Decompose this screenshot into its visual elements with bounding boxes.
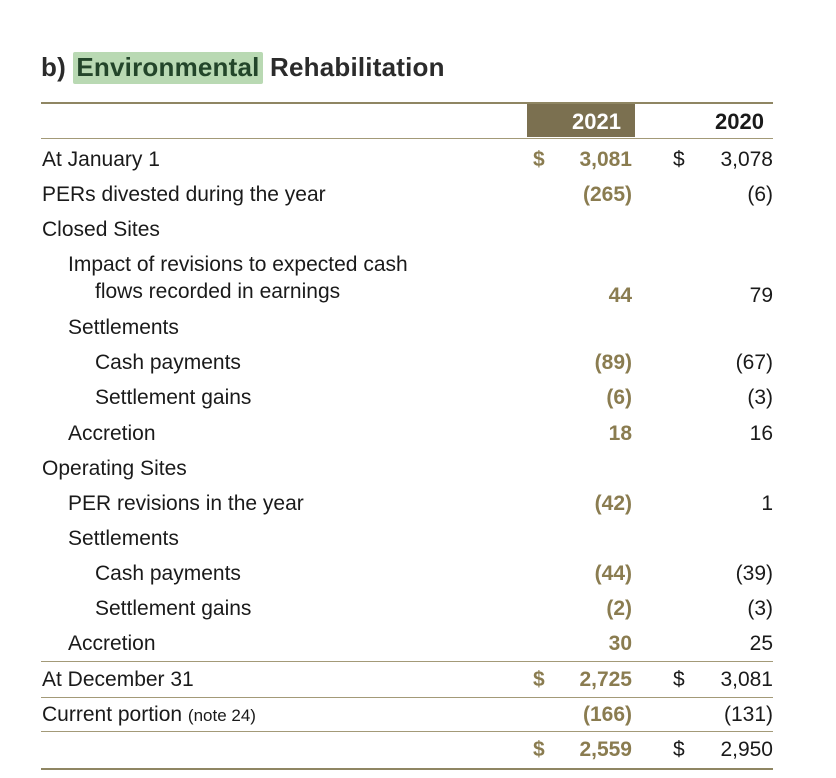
value-2020: (6) (747, 183, 773, 206)
value-2020: (3) (747, 597, 773, 620)
table-row: Settlement gains (6) (3) (0, 381, 836, 415)
table-row-total: $ 2,559 $ 2,950 (0, 733, 836, 767)
header-rule (41, 138, 773, 139)
column-header-2020: 2020 (715, 109, 764, 134)
value-2020: 16 (749, 422, 773, 445)
value-2020: (3) (747, 386, 773, 409)
currency-symbol: $ (673, 738, 685, 761)
table-row-subsection: Settlements (0, 522, 836, 556)
table-row-subsection: Settlements (0, 311, 836, 345)
table-row: Cash payments (89) (67) (0, 346, 836, 380)
value-2021: 2,559 (579, 738, 632, 761)
currency-symbol: $ (533, 668, 545, 691)
currency-symbol: $ (533, 148, 545, 171)
value-2020: 3,081 (720, 668, 773, 691)
row-label: Cash payments (95, 351, 241, 374)
subsection-label: Settlements (68, 316, 179, 339)
row-label: Cash payments (95, 562, 241, 585)
table-row: PERs divested during the year (265) (6) (0, 178, 836, 212)
value-2020: 2,950 (720, 738, 773, 761)
row-label-line1: Impact of revisions to expected cash (68, 253, 408, 276)
subtotal-rule (41, 661, 773, 662)
value-2020: (39) (735, 562, 773, 585)
value-2021: (42) (594, 492, 632, 515)
table-row: Accretion 30 25 (0, 627, 836, 661)
table-row: PER revisions in the year (42) 1 (0, 487, 836, 521)
title-highlight: Environmental (73, 52, 263, 84)
value-2020: 79 (749, 284, 773, 307)
table-row-section: Operating Sites (0, 452, 836, 486)
table-row-closing: At December 31 $ 2,725 $ 3,081 (0, 663, 836, 697)
section-label: Operating Sites (42, 457, 187, 480)
value-2021: 44 (608, 284, 632, 307)
table-row: Impact of revisions to expected cash flo… (0, 251, 836, 307)
row-rule (41, 697, 773, 698)
value-2021: (6) (606, 386, 632, 409)
currency-symbol: $ (673, 148, 685, 171)
row-label-line2: flows recorded in earnings (95, 280, 341, 303)
table-row: Accretion 18 16 (0, 417, 836, 451)
row-label: Accretion (68, 632, 156, 655)
column-header-2021: 2021 (527, 104, 635, 137)
row-label: At December 31 (42, 668, 194, 691)
value-2021: (265) (582, 183, 632, 206)
row-label: PER revisions in the year (68, 492, 304, 515)
row-label: Impact of revisions to expected cash flo… (68, 251, 408, 305)
value-2021: (89) (594, 351, 632, 374)
value-2020: 3,078 (720, 148, 773, 171)
table-row-section: Closed Sites (0, 213, 836, 247)
value-2020: 25 (749, 632, 773, 655)
currency-symbol: $ (533, 738, 545, 761)
row-label: Settlement gains (95, 597, 252, 620)
value-2021: 18 (608, 422, 632, 445)
title-prefix: b) (41, 52, 74, 82)
value-2021: 30 (608, 632, 632, 655)
currency-symbol: $ (673, 668, 685, 691)
value-2021: (2) (606, 597, 632, 620)
note-reference: (note 24) (187, 706, 256, 725)
subsection-label: Settlements (68, 527, 179, 550)
row-label: PERs divested during the year (42, 183, 326, 206)
value-2020: (67) (735, 351, 773, 374)
value-2021: (44) (594, 562, 632, 585)
table-top-rule (41, 102, 773, 104)
table-row: Current portion (note 24) (166) (131) (0, 698, 836, 732)
value-2020: 1 (761, 492, 773, 515)
section-label: Closed Sites (42, 218, 160, 241)
row-label: At January 1 (42, 148, 160, 171)
row-rule (41, 731, 773, 732)
section-title: b) Environmental Rehabilitation (41, 52, 445, 84)
table-row: Settlement gains (2) (3) (0, 592, 836, 626)
value-2021: 3,081 (579, 148, 632, 171)
table-row: Cash payments (44) (39) (0, 557, 836, 591)
row-label: Accretion (68, 422, 156, 445)
row-label: Current portion (note 24) (42, 698, 256, 733)
row-label: Settlement gains (95, 386, 252, 409)
value-2021: (166) (582, 703, 632, 726)
table-bottom-rule (41, 768, 773, 770)
row-label-text: Current portion (42, 703, 183, 726)
value-2021: 2,725 (579, 668, 632, 691)
table-row-opening: At January 1 $ 3,081 $ 3,078 (0, 143, 836, 177)
title-rest: Rehabilitation (262, 52, 445, 82)
value-2020: (131) (723, 703, 773, 726)
